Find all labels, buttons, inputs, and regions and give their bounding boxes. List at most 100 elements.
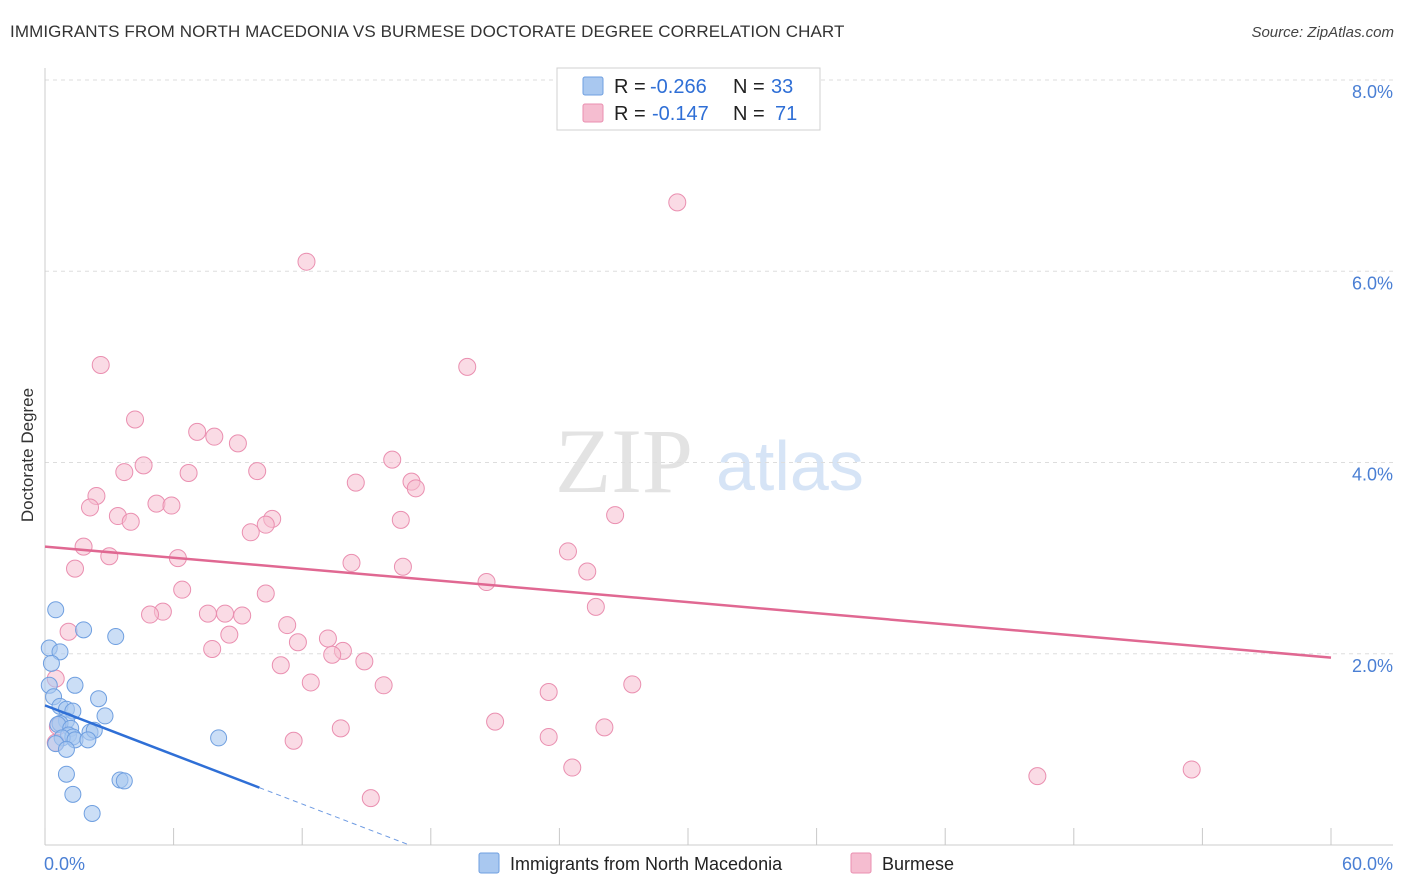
burmese-point	[318, 629, 337, 648]
macedonia-trend-line	[44, 704, 260, 789]
chart-title: IMMIGRANTS FROM NORTH MACEDONIA VS BURME…	[10, 22, 845, 41]
burmese-point	[563, 758, 582, 777]
burmese-point	[578, 562, 597, 581]
burmese-point	[393, 557, 412, 576]
source-label: Source: ZipAtlas.com	[1251, 24, 1394, 41]
correlation-legend: R = -0.266 N = 33 R = -0.147 N = 71	[556, 67, 821, 131]
macedonia-point	[47, 601, 65, 619]
macedonia-point	[64, 785, 82, 803]
series-legend: Immigrants from North Macedonia Burmese	[478, 852, 954, 874]
macedonia-point	[57, 765, 75, 783]
burmese-point	[595, 718, 614, 737]
macedonia-point	[57, 740, 75, 758]
burmese-points	[46, 101, 1201, 808]
burmese-point	[606, 506, 625, 525]
legend-r-value-2: -0.147	[652, 103, 709, 125]
burmese-point	[241, 523, 260, 542]
burmese-point	[256, 515, 275, 534]
watermark-atlas: atlas	[716, 427, 864, 505]
trend-lines	[44, 545, 1332, 846]
y-tick-label: 4.0%	[1352, 465, 1393, 485]
burmese-point	[361, 789, 380, 808]
x-axis-ticks	[44, 828, 1332, 845]
legend-n-value-1: 33	[771, 76, 793, 98]
bottom-legend-swatch-burmese	[850, 852, 872, 874]
burmese-point	[477, 573, 496, 592]
burmese-point	[458, 357, 477, 376]
burmese-trend-line	[44, 545, 1332, 659]
burmese-point	[100, 547, 119, 566]
burmese-point	[198, 604, 217, 623]
burmese-point	[256, 584, 275, 603]
burmese-point	[288, 633, 307, 652]
burmese-point	[539, 727, 558, 746]
macedonia-point	[42, 654, 60, 672]
x-tick-label-min: 0.0%	[44, 854, 85, 874]
burmese-point	[147, 494, 166, 513]
burmese-point	[323, 645, 342, 664]
gridlines	[45, 79, 1393, 655]
y-tick-label: 6.0%	[1352, 273, 1393, 293]
bottom-legend-label-macedonia: Immigrants from North Macedonia	[510, 854, 783, 874]
burmese-point	[115, 463, 134, 482]
macedonia-point	[51, 643, 69, 661]
burmese-point	[391, 510, 410, 529]
legend-swatch-macedonia	[582, 76, 604, 96]
burmese-point	[233, 606, 252, 625]
burmese-point	[248, 462, 267, 481]
macedonia-point	[66, 676, 84, 694]
burmese-point	[203, 639, 222, 658]
burmese-point	[586, 597, 605, 616]
legend-r-label-1: R =	[614, 76, 646, 98]
burmese-point	[374, 676, 393, 695]
macedonia-point	[210, 729, 228, 747]
burmese-point	[220, 625, 239, 644]
bottom-legend-label-burmese: Burmese	[882, 854, 954, 874]
legend-n-value-2: 71	[775, 103, 797, 125]
burmese-point	[141, 605, 160, 624]
x-tick-label-max: 60.0%	[1342, 854, 1393, 874]
macedonia-point	[115, 772, 133, 790]
burmese-point	[331, 719, 350, 738]
y-tick-label: 2.0%	[1352, 656, 1393, 676]
macedonia-point	[96, 707, 114, 725]
burmese-point	[271, 656, 290, 675]
burmese-point	[539, 683, 558, 701]
burmese-point	[179, 464, 198, 483]
macedonia-point	[75, 621, 93, 639]
burmese-point	[1028, 767, 1047, 786]
watermark-zip: ZIP	[555, 410, 693, 512]
burmese-point	[278, 616, 297, 635]
burmese-point	[558, 542, 577, 561]
macedonia-trend-extension	[259, 787, 410, 846]
macedonia-points	[40, 601, 228, 822]
burmese-point	[297, 252, 316, 271]
burmese-point	[188, 422, 207, 441]
bottom-legend-swatch-macedonia	[478, 852, 500, 874]
burmese-point	[216, 604, 235, 623]
burmese-point	[355, 652, 374, 671]
burmese-point	[228, 434, 247, 453]
macedonia-point	[83, 804, 101, 822]
burmese-point	[383, 450, 402, 469]
burmese-point	[406, 479, 425, 498]
y-tick-label: 8.0%	[1352, 82, 1393, 102]
burmese-point	[91, 355, 110, 374]
burmese-point	[301, 673, 320, 692]
burmese-point	[205, 427, 224, 446]
burmese-point	[668, 193, 687, 212]
legend-swatch-burmese	[582, 103, 604, 123]
legend-n-label-1: N =	[733, 76, 765, 98]
burmese-point	[173, 580, 192, 599]
axes	[44, 68, 1393, 846]
burmese-point	[81, 498, 100, 517]
macedonia-point	[107, 628, 125, 646]
macedonia-point	[79, 731, 97, 749]
legend-r-value-1: -0.266	[650, 76, 707, 98]
burmese-point	[623, 675, 642, 694]
burmese-point	[346, 473, 365, 492]
burmese-point	[121, 512, 140, 531]
burmese-point	[284, 731, 303, 750]
legend-n-label-2: N =	[733, 103, 765, 125]
